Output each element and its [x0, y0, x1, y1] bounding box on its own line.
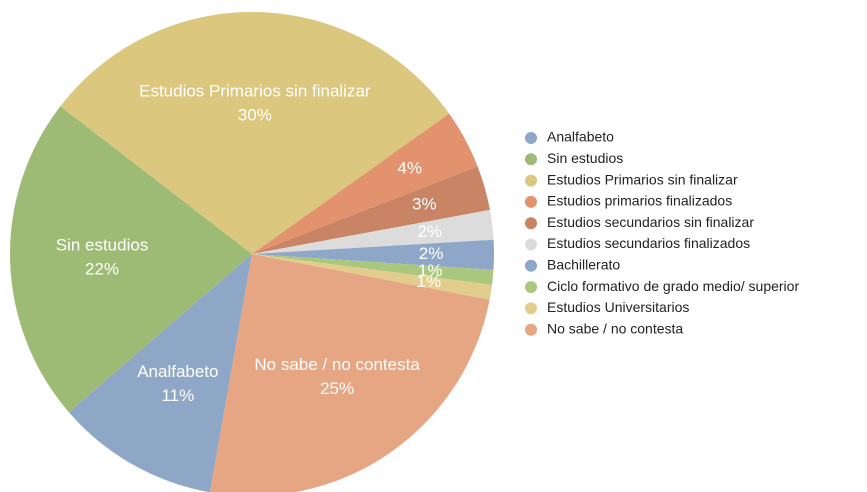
slice-name: Analfabeto [137, 362, 218, 381]
pie-slice [252, 209, 494, 254]
pie-slice [252, 254, 494, 285]
legend-label: Estudios secundarios finalizados [547, 235, 750, 251]
legend-swatch [525, 195, 537, 208]
slice-value: 3% [412, 195, 437, 214]
legend-label: Estudios Primarios sin finalizar [547, 171, 738, 187]
legend-label: Ciclo formativo de grado medio/ superior [547, 278, 799, 294]
legend-label: Sin estudios [547, 150, 623, 166]
legend-label: No sabe / no contesta [547, 320, 683, 336]
pie-slice [68, 254, 252, 492]
slice-value: 1% [417, 272, 442, 291]
pie-slice [60, 12, 450, 255]
legend-label: Bachillerato [547, 257, 620, 273]
legend-swatch [525, 281, 537, 294]
slice-value: 22% [85, 260, 119, 279]
pie-slice [252, 239, 494, 270]
legend-swatch [525, 132, 537, 144]
slice-value: 2% [419, 244, 444, 263]
legend-swatch [525, 259, 537, 272]
pie-slice [10, 106, 253, 413]
legend-swatch [525, 238, 537, 251]
legend-label: Estudios secundarios sin finalizar [547, 214, 754, 230]
pie-slice [252, 254, 493, 300]
pie-slice [252, 113, 478, 254]
legend-swatch [525, 153, 537, 166]
legend-swatch [525, 323, 537, 336]
legend-swatch [525, 217, 537, 230]
legend-label: Estudios primarios finalizados [547, 193, 732, 209]
slice-name: No sabe / no contesta [254, 355, 420, 374]
pie-slice [252, 166, 490, 254]
legend-swatch [525, 174, 537, 187]
pie-slice [210, 254, 490, 492]
slice-name: Sin estudios [56, 236, 149, 255]
slice-value: 25% [320, 379, 354, 398]
legend-swatch [525, 302, 537, 315]
slice-value: 4% [397, 159, 422, 178]
slice-value: 11% [161, 386, 194, 405]
slice-name: Estudios Primarios sin finalizar [139, 81, 371, 100]
slice-value: 30% [238, 105, 272, 124]
slice-value: 1% [418, 261, 443, 280]
legend-label: Estudios Universitarios [547, 299, 689, 315]
legend-label: Analfabeto [547, 129, 614, 145]
slice-value: 2% [417, 222, 442, 241]
